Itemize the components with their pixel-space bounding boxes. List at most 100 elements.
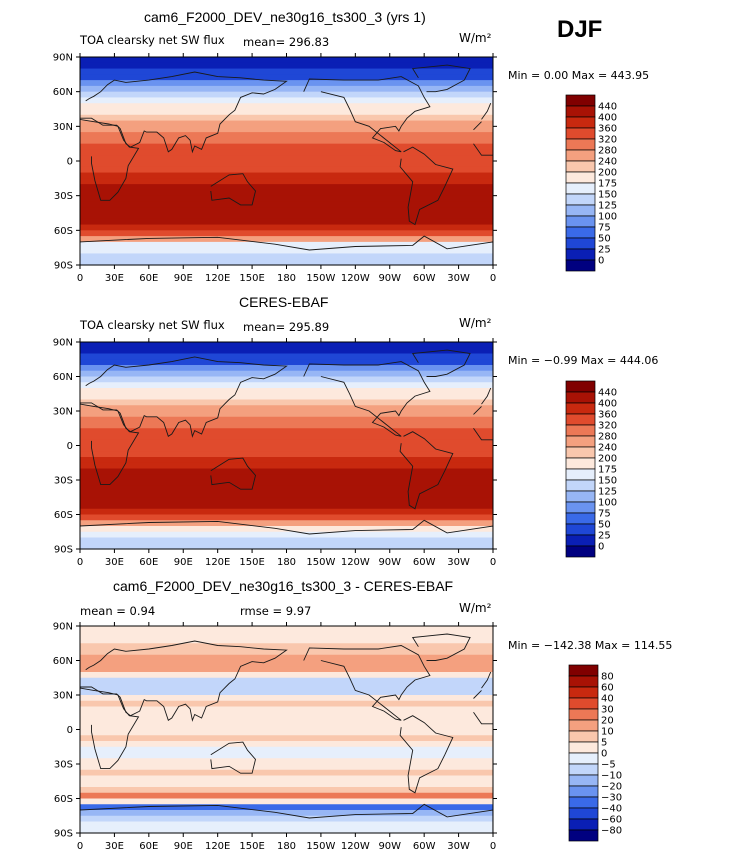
panel-1-y-tick-label: 30N bbox=[53, 122, 73, 133]
panel-1-colorbar-box bbox=[565, 160, 596, 173]
panel-1-colorbar-box bbox=[565, 127, 596, 140]
panel-1-lat-band bbox=[80, 155, 493, 162]
panel-1-lat-band bbox=[80, 241, 493, 249]
panel-2-mean-label: mean= 295.89 bbox=[243, 320, 330, 334]
panel-1-colorbar-box bbox=[565, 116, 596, 129]
panel-1-lat-band bbox=[80, 184, 493, 191]
panel-1-colorbar-label: 200 bbox=[598, 168, 617, 179]
panel-2-lat-band bbox=[80, 347, 493, 355]
panel-3-lat-band bbox=[80, 712, 493, 719]
panel-1-colorbar-label: 400 bbox=[598, 113, 617, 124]
panel-3-colorbar-box bbox=[568, 774, 599, 787]
panel-1-x-tick-label: 180 bbox=[277, 273, 296, 284]
panel-1-colorbar-box bbox=[565, 248, 596, 261]
panel-2-colorbar-box bbox=[565, 501, 596, 514]
panel-3-colorbar-label: 5 bbox=[601, 738, 607, 749]
panel-3-minmax: Min = −142.38 Max = 114.55 bbox=[508, 639, 673, 652]
panel-1-lat-band bbox=[80, 68, 493, 75]
panel-2-lat-band bbox=[80, 376, 493, 383]
panel-1-x-tick-label: 120E bbox=[205, 273, 230, 284]
panel-2-colorbar-label: 200 bbox=[598, 454, 617, 465]
panel-3-lat-band bbox=[80, 769, 493, 777]
panel-1-colorbar-label: 25 bbox=[598, 245, 611, 256]
panel-3-lat-band bbox=[80, 706, 493, 713]
panel-1-lat-band bbox=[80, 137, 493, 145]
panel-2-lat-band bbox=[80, 503, 493, 510]
panel-1-x-tick-label: 30E bbox=[105, 273, 124, 284]
panel-1-y-tick-label: 60N bbox=[53, 87, 73, 98]
panel-1-y-tick-label: 30S bbox=[54, 191, 73, 202]
panel-1-colorbar-box bbox=[565, 94, 596, 107]
panel-1-colorbar-label: 280 bbox=[598, 146, 617, 157]
panel-1-x-tick-label: 60W bbox=[413, 273, 436, 284]
panel-1-lat-band bbox=[80, 103, 493, 110]
panel-2-minmax: Min = −0.99 Max = 444.06 bbox=[508, 354, 659, 367]
panel-2-x-tick-label: 0 bbox=[77, 557, 83, 568]
panel-2-coastline bbox=[411, 349, 471, 377]
panel-2-colorbar-box bbox=[565, 391, 596, 404]
panel-1-lat-band bbox=[80, 259, 493, 266]
panel-1-lat-band bbox=[80, 236, 493, 243]
panel-3-lat-band bbox=[80, 798, 493, 805]
panel-3-lat-band bbox=[80, 700, 493, 708]
panel-2-colorbar-box bbox=[565, 523, 596, 536]
panel-2-y-tick-label: 60N bbox=[53, 372, 73, 383]
panel-2-x-tick-label: 120E bbox=[205, 557, 230, 568]
panel-3-lat-band bbox=[80, 821, 493, 828]
panel-3-coastline bbox=[210, 741, 256, 774]
panel-1-coastline bbox=[79, 235, 494, 265]
panel-3-x-tick-label: 0 bbox=[490, 841, 496, 852]
panel-1-lat-band bbox=[80, 143, 493, 151]
panel-1-lat-band bbox=[80, 178, 493, 185]
panel-1-colorbar-label: 240 bbox=[598, 157, 617, 168]
panel-1-colorbar-label: 100 bbox=[598, 212, 617, 223]
panel-2-colorbar-box bbox=[565, 402, 596, 415]
panel-2-colorbar-label: 175 bbox=[598, 465, 617, 476]
panel-1-colorbar-label: 175 bbox=[598, 179, 617, 190]
panel-2-lat-band bbox=[80, 365, 493, 372]
panel-2-colorbar-label: 440 bbox=[598, 388, 617, 399]
panel-3-colorbar-label: −40 bbox=[601, 804, 622, 815]
panel-1-y-tick-label: 90N bbox=[53, 53, 73, 64]
panel-2-x-tick-label: 0 bbox=[490, 557, 496, 568]
panel-1-x-tick-label: 150E bbox=[239, 273, 264, 284]
panel-2-lat-band bbox=[80, 388, 493, 395]
panel-2-lat-band bbox=[80, 439, 493, 447]
panel-2-lat-band bbox=[80, 342, 493, 349]
panel-2-colorbar-box bbox=[565, 380, 596, 393]
panel-2-lat-band bbox=[80, 428, 493, 435]
panel-1-colorbar-box bbox=[565, 259, 596, 272]
panel-3-lat-band bbox=[80, 626, 493, 633]
panel-3-coastline bbox=[79, 687, 493, 770]
panel-1-lat-band bbox=[80, 57, 493, 64]
panel-3-x-tick-label: 60E bbox=[139, 841, 158, 852]
panel-1-colorbar-box bbox=[565, 204, 596, 217]
panel-2-lat-band bbox=[80, 514, 493, 521]
panel-3-y-tick-label: 30S bbox=[54, 760, 73, 771]
panel-1-lat-band bbox=[80, 201, 493, 208]
panel-1-colorbar-box bbox=[565, 138, 596, 151]
panel-1-x-tick-label: 30W bbox=[447, 273, 470, 284]
panel-2-y-tick-label: 60S bbox=[54, 510, 73, 521]
panel-3-lat-band bbox=[80, 775, 493, 782]
panel-1-colorbar-label: 440 bbox=[598, 102, 617, 113]
panel-1-x-tick-label: 0 bbox=[77, 273, 83, 284]
panel-3-lat-band bbox=[80, 758, 493, 765]
panel-3-colorbar-label: 40 bbox=[601, 694, 614, 705]
panel-1-lat-band bbox=[80, 91, 493, 99]
panel-1-lat-band bbox=[80, 161, 493, 168]
panel-3-frame bbox=[79, 625, 494, 834]
panel-2-title: CERES-EBAF bbox=[239, 294, 329, 310]
panel-1-colorbar-box bbox=[565, 105, 596, 118]
panel-2-lat-band bbox=[80, 451, 493, 458]
panel-3-lat-band bbox=[80, 746, 493, 754]
panel-2-colorbar-box bbox=[565, 479, 596, 492]
panel-3-lat-band bbox=[80, 677, 493, 685]
panel-1-lat-band bbox=[80, 114, 493, 122]
panel-3-y-tick-label: 90S bbox=[54, 829, 73, 840]
panel-1-colorbar-box bbox=[565, 193, 596, 206]
panel-3-y-tick-label: 0 bbox=[67, 725, 73, 736]
panel-3-lat-band bbox=[80, 741, 493, 748]
panel-1-lat-band bbox=[80, 207, 493, 214]
panel-2-y-tick-label: 30N bbox=[53, 407, 73, 418]
